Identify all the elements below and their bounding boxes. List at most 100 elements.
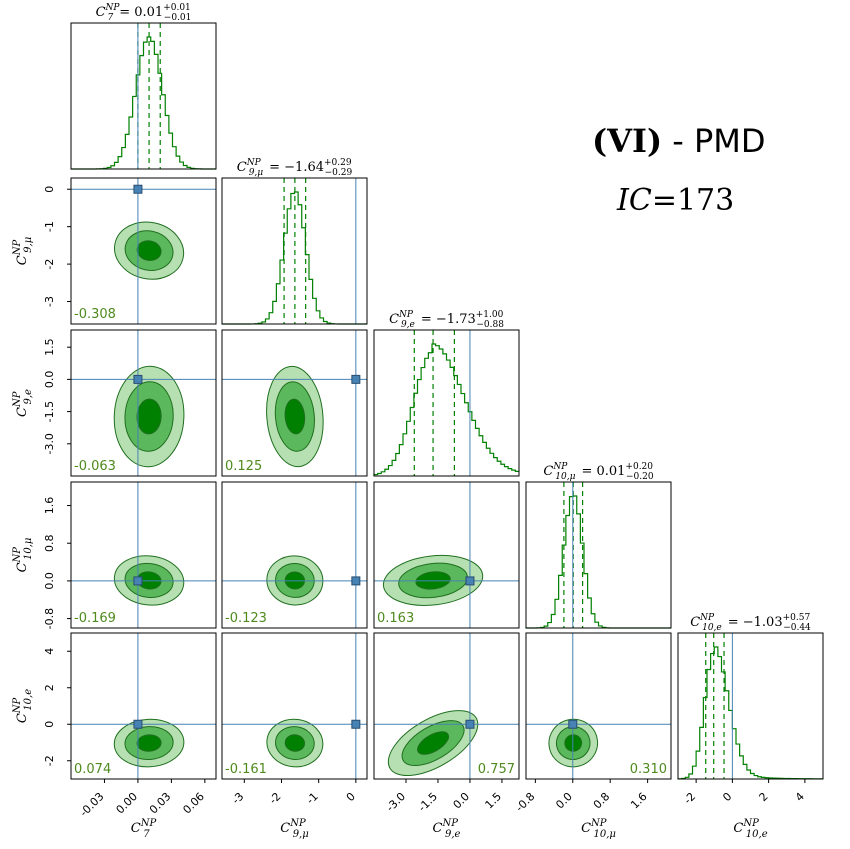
y-axis-label-text: CNP9,e [12, 389, 34, 417]
panel-C9mu-C10mu [221, 481, 368, 629]
title-symbol: C [96, 5, 106, 20]
title-minus: −0.44 [783, 623, 811, 633]
title-plus: +0.57 [783, 613, 811, 623]
title-value: −1.64 [284, 160, 324, 175]
panel-frame [525, 632, 672, 780]
subscript: 10,μ [594, 829, 616, 840]
marginal-title-C9e: CNP 9,e = −1.73+1.00 −0.88 [389, 310, 504, 330]
superscript: NP [442, 818, 459, 829]
correlation-label: -0.063 [74, 459, 116, 474]
superscript: NP [12, 547, 23, 564]
title-value: 0.01 [134, 5, 163, 20]
diag-panel-C9e: CNP 9,e = −1.73+1.00 −0.88 [373, 310, 520, 477]
y-tick-label: -2 [43, 259, 56, 270]
histogram-C10e [677, 646, 823, 780]
panel-C10mu-C10e [525, 632, 672, 780]
subscript: 9,μ [293, 829, 309, 840]
superscript: NP [12, 240, 23, 257]
title-equals: = [581, 464, 596, 479]
y-tick-label: -0.8 [43, 608, 56, 629]
x-tick-label: -2 [267, 790, 284, 807]
title-superscript: NP [105, 3, 121, 13]
y-axis-label-C9mu: CNP9,μ [12, 237, 34, 265]
y-tick-label: -1 [43, 221, 56, 232]
diag-panel-C10e: CNP 10,e = −1.03+0.57 −0.44 [677, 613, 824, 780]
superscript: NP [289, 818, 306, 829]
title-minus: −0.20 [626, 472, 654, 482]
subscript: 9,e [445, 829, 461, 840]
x-tick-label: 0.0 [553, 790, 575, 812]
truth-marker [133, 719, 143, 729]
truth-marker [133, 184, 143, 194]
x-tick-label: 0.0 [451, 790, 473, 812]
x-tick-label: 0.03 [147, 790, 174, 817]
contour-1sigma [136, 240, 162, 262]
panel-frame [677, 632, 824, 780]
title-minus: −0.29 [325, 168, 353, 178]
contour-1sigma [284, 734, 306, 752]
y-tick-label: -3 [43, 296, 56, 307]
panel-frame [221, 177, 368, 325]
panel-frame [373, 329, 520, 477]
x-tick-label: -1.5 [416, 790, 440, 814]
y-axis-label-C10e: CNP10,e [12, 689, 34, 723]
title-value: −1.73 [436, 312, 476, 327]
truth-marker [351, 374, 361, 384]
title-subscript: 7 [107, 13, 113, 23]
panel-C7-C9mu [70, 177, 217, 325]
y-tick-label: 0.8 [43, 534, 56, 552]
diag-panel-C10mu: CNP 10,μ = 0.01+0.20 −0.20 [525, 462, 672, 629]
title-plus: +1.00 [476, 310, 504, 320]
marginal-title-C7: CNP 7 = 0.01+0.01 −0.01 [96, 3, 192, 23]
panel-frame [221, 481, 368, 629]
panel-C7-C9e [70, 329, 217, 477]
title-subscript: 10,μ [555, 472, 575, 482]
histogram-C10mu [525, 495, 671, 629]
marginal-title-C10e: CNP 10,e = −1.03+0.57 −0.44 [690, 613, 811, 633]
title-symbol: C [690, 615, 700, 630]
panel-frame [70, 481, 217, 629]
x-tick-label: 0.8 [591, 790, 613, 812]
y-axis-label-text: CNP10,μ [12, 538, 34, 573]
symbol: C [733, 821, 743, 836]
x-axis-label-C10mu: CNP 10,μ [581, 818, 616, 840]
panel-C7-C10mu [70, 481, 217, 629]
symbol: C [15, 407, 30, 417]
x-tick-label: 0 [344, 790, 358, 804]
title-plus: +0.29 [324, 158, 352, 168]
symbol: C [131, 821, 141, 836]
superscript: NP [12, 697, 23, 714]
title-equals: = [421, 312, 436, 327]
x-axis-label-C10e: CNP 10,e [733, 818, 767, 840]
marginal-title-C9mu: CNP 9,μ = −1.64+0.29 −0.29 [237, 158, 353, 178]
y-tick-label: -2 [43, 755, 56, 766]
y-axis-label-text: CNP10,e [12, 689, 34, 723]
superscript: NP [12, 391, 23, 408]
truth-marker [351, 576, 361, 586]
title-subscript: 10,e [702, 623, 722, 633]
panel-frame [70, 632, 217, 780]
title-subscript: 9,μ [249, 168, 264, 178]
y-tick-label: 4 [43, 648, 56, 655]
title-plus: +0.01 [163, 3, 191, 13]
marginal-title-C10mu: CNP 10,μ = 0.01+0.20 −0.20 [543, 462, 653, 482]
y-axis-label-C10mu: CNP10,μ [12, 538, 34, 573]
y-tick-label: -3.0 [43, 433, 56, 454]
title-minus: −0.01 [164, 13, 192, 23]
symbol: C [433, 821, 443, 836]
x-tick-label: -3.0 [384, 790, 408, 814]
contour-1sigma [136, 734, 162, 752]
panel-C9e-C10mu [373, 481, 520, 629]
y-tick-label: 1.6 [43, 497, 56, 515]
x-tick-label: 0.06 [180, 790, 207, 817]
truth-marker [351, 719, 361, 729]
title-minus: −0.88 [476, 320, 504, 330]
y-axis-label-C9e: CNP9,e [12, 389, 34, 417]
contour-1sigma [417, 731, 450, 755]
panel-frame [70, 22, 217, 170]
correlation-label: 0.310 [630, 762, 667, 777]
correlation-label: -0.123 [225, 611, 267, 626]
x-tick-label: -3 [229, 790, 246, 807]
panel-frame [373, 481, 520, 629]
